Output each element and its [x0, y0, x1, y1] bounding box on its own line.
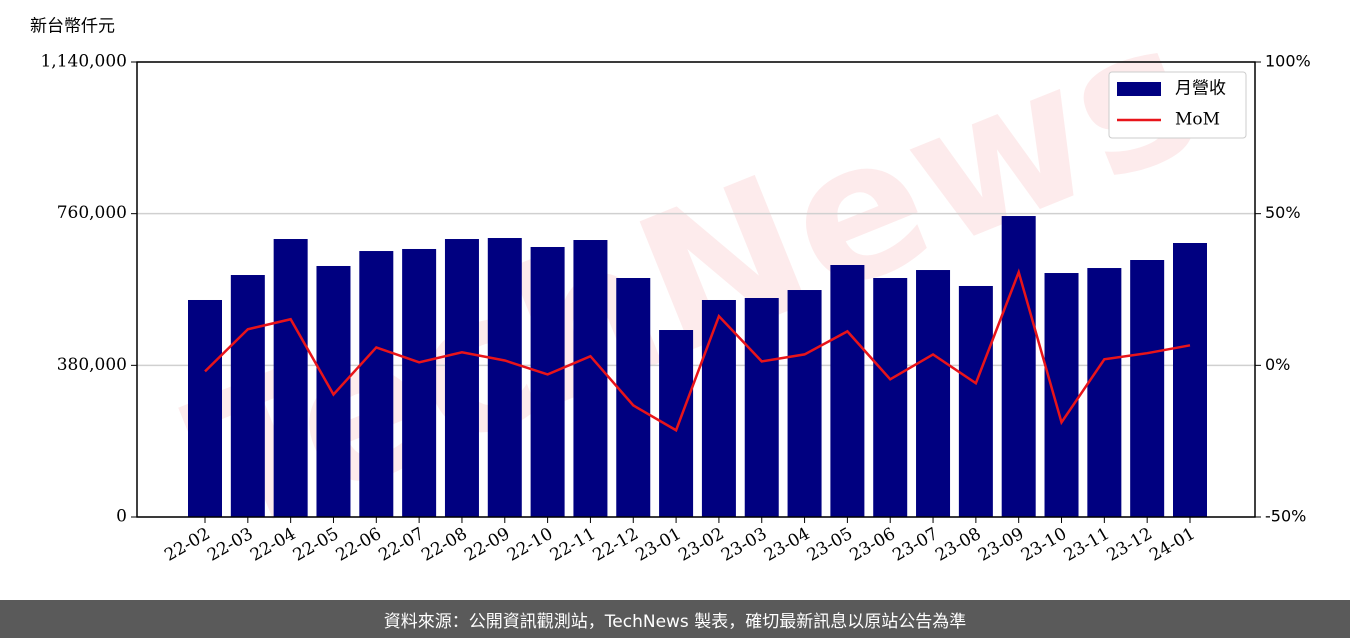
- y-tick-label: 0: [116, 507, 127, 527]
- bar: [916, 270, 951, 517]
- bar: [1130, 260, 1165, 517]
- legend-swatch: [1117, 82, 1161, 96]
- legend-label: MoM: [1175, 110, 1220, 130]
- y-tick-label: 760,000: [57, 203, 127, 223]
- x-tick-label: 24-01: [1146, 524, 1198, 566]
- bar: [188, 299, 222, 517]
- bar: [402, 248, 437, 518]
- y2-tick-label: 0%: [1265, 355, 1290, 374]
- bar: [530, 246, 565, 518]
- x-tick-label: 23-04: [761, 524, 813, 566]
- x-tick-label: 22-07: [375, 524, 427, 566]
- bar: [787, 290, 822, 517]
- chart: 新台幣仟元 TechNews 0380,000760,0001,140,000-…: [30, 0, 1311, 578]
- x-tick-label: 22-10: [504, 524, 556, 566]
- bar: [1087, 268, 1122, 517]
- bar: [573, 240, 608, 517]
- x-tick-label: 22-12: [590, 524, 642, 566]
- y-axis-label: 新台幣仟元: [30, 17, 115, 37]
- x-tick-label: 23-08: [932, 524, 984, 566]
- line: [204, 268, 1191, 433]
- x-tick-label: 23-05: [804, 524, 856, 566]
- bar: [701, 299, 736, 517]
- y-tick-label: 1,140,000: [40, 52, 127, 72]
- bar: [487, 238, 522, 517]
- bar: [744, 298, 779, 517]
- x-tick-label: 23-09: [975, 524, 1027, 566]
- x-tick-label: 23-07: [889, 524, 941, 566]
- bar: [230, 275, 265, 517]
- legend-label: 月營收: [1175, 79, 1226, 99]
- x-tick-label: 22-02: [161, 524, 213, 566]
- bar: [616, 278, 651, 517]
- bar: [1001, 216, 1036, 517]
- footer: 資料來源：公開資訊觀測站，TechNews 製表，確切最新訊息以原站公告為準: [0, 600, 1350, 638]
- bar: [830, 264, 865, 517]
- x-tick-label: 23-01: [632, 524, 684, 566]
- x-tick-label: 22-09: [461, 524, 513, 566]
- y2-tick-label: 50%: [1265, 203, 1301, 222]
- x-tick-label: 23-02: [675, 524, 727, 566]
- bar: [273, 239, 308, 517]
- y2-tick-label: 100%: [1265, 52, 1311, 71]
- x-tick-label: 23-10: [1018, 524, 1070, 566]
- bar: [873, 278, 908, 517]
- x-tick-label: 23-11: [1061, 524, 1113, 566]
- bar: [1044, 273, 1079, 517]
- x-tick-label: 22-11: [547, 524, 599, 566]
- bar: [444, 239, 479, 517]
- bar: [958, 285, 993, 517]
- plot-frame: [136, 61, 1256, 518]
- x-tick-label: 23-06: [847, 524, 899, 566]
- bar: [1173, 243, 1207, 517]
- bar: [359, 251, 394, 517]
- x-tick-label: 23-12: [1103, 524, 1155, 566]
- x-tick-label: 23-03: [718, 524, 770, 566]
- bar: [316, 265, 351, 517]
- y2-tick-label: -50%: [1265, 507, 1306, 526]
- x-tick-label: 22-08: [418, 524, 470, 566]
- y-tick-label: 380,000: [57, 355, 127, 375]
